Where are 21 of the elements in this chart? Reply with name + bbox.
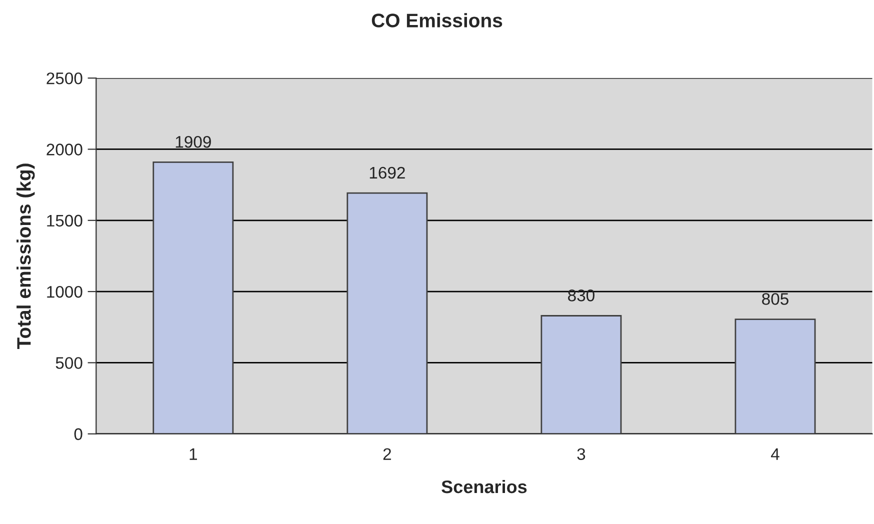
y-tick-label: 500 [56, 357, 82, 369]
chart-title: CO Emissions [372, 13, 502, 28]
x-tick-label: 2 [383, 448, 391, 460]
y-tick-label: 1000 [47, 286, 82, 298]
data-label: 1692 [370, 166, 405, 179]
x-tick-label: 4 [770, 448, 780, 460]
bar [540, 315, 622, 434]
data-label: 830 [568, 290, 594, 302]
y-tick-label: 2500 [46, 72, 82, 84]
y-tick-label: 0 [74, 428, 82, 440]
data-label: 1909 [176, 136, 211, 148]
bar [734, 318, 816, 434]
y-axis-title: Total emissions (kg) [16, 164, 35, 350]
x-axis-title: Scenarios [442, 480, 527, 494]
data-label: 805 [762, 293, 788, 305]
bar [346, 192, 428, 434]
bar [152, 161, 234, 434]
y-tick-label: 1500 [47, 214, 82, 227]
x-tick-label: 3 [577, 448, 586, 460]
y-tick-label: 2000 [46, 144, 82, 156]
x-tick-label: 1 [190, 448, 197, 460]
